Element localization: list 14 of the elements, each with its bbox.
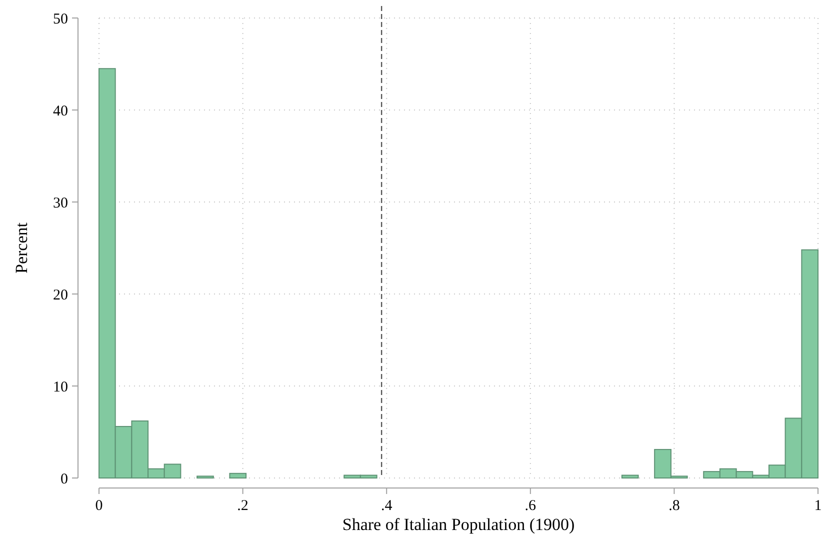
y-tick-label: 10 xyxy=(53,379,68,396)
y-tick-label: 50 xyxy=(53,11,68,28)
y-tick-label: 0 xyxy=(60,471,68,488)
x-tick-label: .8 xyxy=(668,498,680,514)
x-tick-label: .6 xyxy=(524,498,537,514)
y-axis-title: Percent xyxy=(12,222,31,274)
x-axis-title: Share of Italian Population (1900) xyxy=(342,515,575,534)
x-tick-label: .4 xyxy=(380,498,393,514)
x-tick-label: 0 xyxy=(95,498,103,514)
x-tick-label: .2 xyxy=(237,498,248,514)
y-tick-label: 20 xyxy=(53,287,68,304)
y-tick-label: 30 xyxy=(53,195,68,212)
y-tick-label: 40 xyxy=(53,103,68,120)
x-tick-label: 1 xyxy=(814,498,822,514)
